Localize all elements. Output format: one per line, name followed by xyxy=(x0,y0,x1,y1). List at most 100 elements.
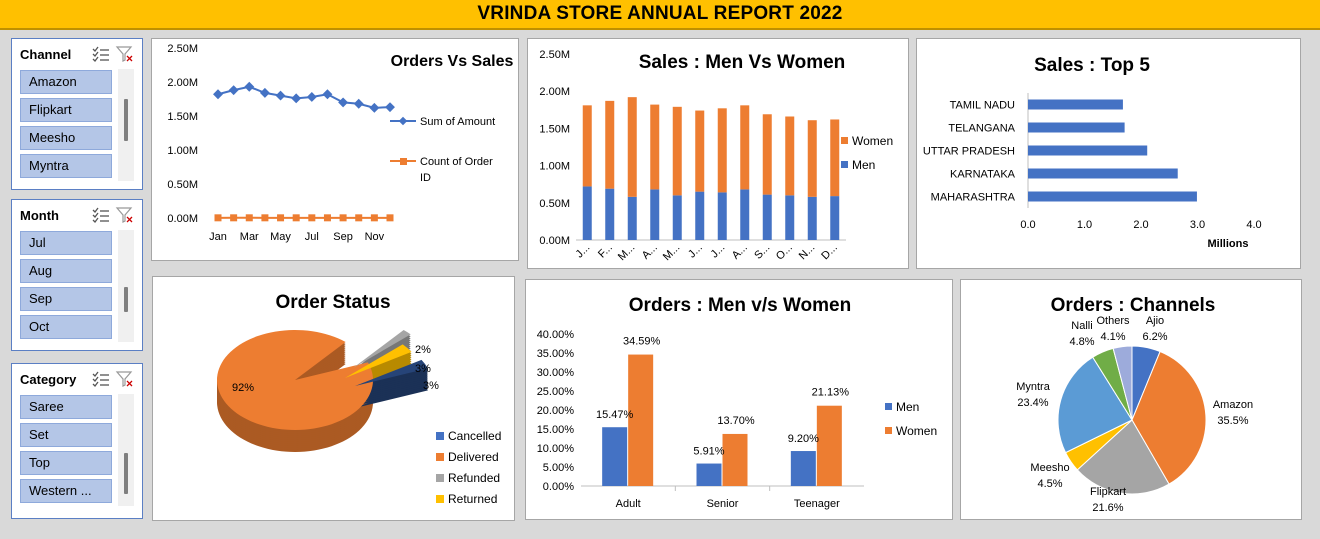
slicer-item-month[interactable]: Sep xyxy=(20,287,112,311)
slicer-item-month[interactable]: Oct xyxy=(20,315,112,339)
data-point-sum-of-amount xyxy=(369,102,380,113)
x-tick-label: S... xyxy=(752,242,772,262)
x-tick-label: Senior xyxy=(707,498,739,510)
slicer-item-category[interactable]: Western ... xyxy=(20,479,112,503)
slicer-scrollbar[interactable] xyxy=(118,69,134,181)
y-tick-label: 0.00% xyxy=(543,481,574,493)
slicer-scrollbar[interactable] xyxy=(118,230,134,342)
bar-men xyxy=(740,189,750,240)
y-tick-label: 20.00% xyxy=(537,405,575,417)
slicer-item-month[interactable]: Jul xyxy=(20,231,112,255)
slice-label: Others xyxy=(1096,315,1130,327)
bar-state xyxy=(1028,99,1123,110)
data-label: 15.47% xyxy=(596,409,634,421)
legend-marker-count-of-order-id xyxy=(400,158,407,165)
slicer-item-channel[interactable]: Myntra xyxy=(20,154,112,178)
slice-label: Ajio xyxy=(1146,315,1164,327)
y-tick-label: 5.00% xyxy=(543,462,574,474)
slicer-item-channel[interactable]: Flipkart xyxy=(20,98,112,122)
legend-label: Women xyxy=(852,134,893,148)
data-label: 3% xyxy=(415,363,431,375)
bar-men xyxy=(807,196,817,240)
slicer-title: Channel xyxy=(20,46,72,62)
slicer-item-channel[interactable]: Amazon xyxy=(20,70,112,94)
x-tick-label: F... xyxy=(596,242,615,261)
data-label: 13.70% xyxy=(717,415,755,427)
orders-vs-sales-panel: Orders Vs Sales 0.00M 0.50M 1.00M 1.50M 2.00M… xyxy=(151,38,519,261)
bar-women xyxy=(816,405,842,486)
bar-women xyxy=(762,114,772,195)
y-tick-label: 0.00M xyxy=(167,213,198,225)
slicer-header: Category xyxy=(20,370,134,388)
x-tick-label: N... xyxy=(797,242,818,263)
chart-title: Sales : Top 5 xyxy=(1034,55,1150,76)
slicer-header: Channel xyxy=(20,45,134,63)
slicer-scrollbar[interactable] xyxy=(118,394,134,506)
data-label: 92% xyxy=(232,382,254,394)
bar-women xyxy=(628,354,654,486)
clear-filter-icon[interactable] xyxy=(115,46,134,62)
y-tick-label: MAHARASHTRA xyxy=(931,192,1016,204)
slicer-item-category[interactable]: Top xyxy=(20,451,112,475)
bar-state xyxy=(1028,122,1125,133)
slicer-scroll-thumb[interactable] xyxy=(124,453,128,494)
bar-women xyxy=(650,104,660,190)
bar-women xyxy=(807,120,817,197)
legend-label: Cancelled xyxy=(448,429,501,443)
data-point-sum-of-amount xyxy=(322,89,333,100)
multi-select-icon[interactable] xyxy=(92,207,110,223)
data-point-count-of-order-id xyxy=(339,214,347,222)
slice-value-label: 4.5% xyxy=(1037,478,1062,490)
legend-label: Returned xyxy=(448,492,497,506)
series-line-sum-of-amount xyxy=(217,85,391,109)
month-slicer: Month Jul Aug Sep Oct xyxy=(11,199,143,351)
bar-state xyxy=(1028,191,1197,202)
legend-swatch xyxy=(436,432,444,440)
bar-men xyxy=(790,451,816,486)
data-point-count-of-order-id xyxy=(277,214,285,222)
y-tick-label: 0.50M xyxy=(167,179,198,191)
x-tick-label: 0.0 xyxy=(1020,219,1035,231)
slicer-item-category[interactable]: Saree xyxy=(20,395,112,419)
data-label: 21.13% xyxy=(812,387,850,399)
slice-value-label: 6.2% xyxy=(1142,331,1167,343)
slicer-item-month[interactable]: Aug xyxy=(20,259,112,283)
data-point-count-of-order-id xyxy=(214,214,222,222)
slice-value-label: 21.6% xyxy=(1092,502,1123,514)
y-tick-label: 1.00M xyxy=(167,145,198,157)
y-tick-label: 30.00% xyxy=(537,367,575,379)
y-tick-label: 2.50M xyxy=(167,43,198,55)
data-point-count-of-order-id xyxy=(292,214,300,222)
bar-women xyxy=(672,106,682,196)
pie-slice-others xyxy=(1112,345,1133,421)
report-title: VRINDA STORE ANNUAL REPORT 2022 xyxy=(0,0,1320,30)
slicer-header: Month xyxy=(20,206,134,224)
x-tick-label: May xyxy=(270,231,291,243)
bar-men xyxy=(605,188,615,240)
slicer-item-category[interactable]: Set xyxy=(20,423,112,447)
x-tick-label: Adult xyxy=(616,498,641,510)
x-tick-label: J... xyxy=(574,242,593,261)
y-tick-label: 1.00M xyxy=(539,161,570,173)
legend-label: Count of Order ID xyxy=(420,156,493,184)
clear-filter-icon[interactable] xyxy=(115,371,134,387)
slicer-title: Category xyxy=(20,371,77,387)
bar-men xyxy=(582,186,592,240)
slicer-scroll-thumb[interactable] xyxy=(124,99,128,141)
slicer-scroll-thumb[interactable] xyxy=(124,287,128,312)
legend-label: Men xyxy=(896,400,919,414)
pie-slice-amazon xyxy=(1131,350,1207,485)
x-tick-label: O... xyxy=(774,242,795,263)
y-tick-label: 40.00% xyxy=(537,329,575,341)
legend-label: Refunded xyxy=(448,471,500,485)
multi-select-icon[interactable] xyxy=(92,371,110,387)
bar-women xyxy=(722,433,748,486)
clear-filter-icon[interactable] xyxy=(115,207,134,223)
legend-swatch xyxy=(436,453,444,461)
bar-women xyxy=(582,105,592,187)
x-tick-label: M... xyxy=(661,242,682,263)
data-point-count-of-order-id xyxy=(230,214,238,222)
multi-select-icon[interactable] xyxy=(92,46,110,62)
chart-title: Sales : Men Vs Women xyxy=(639,52,846,73)
slicer-item-channel[interactable]: Meesho xyxy=(20,126,112,150)
